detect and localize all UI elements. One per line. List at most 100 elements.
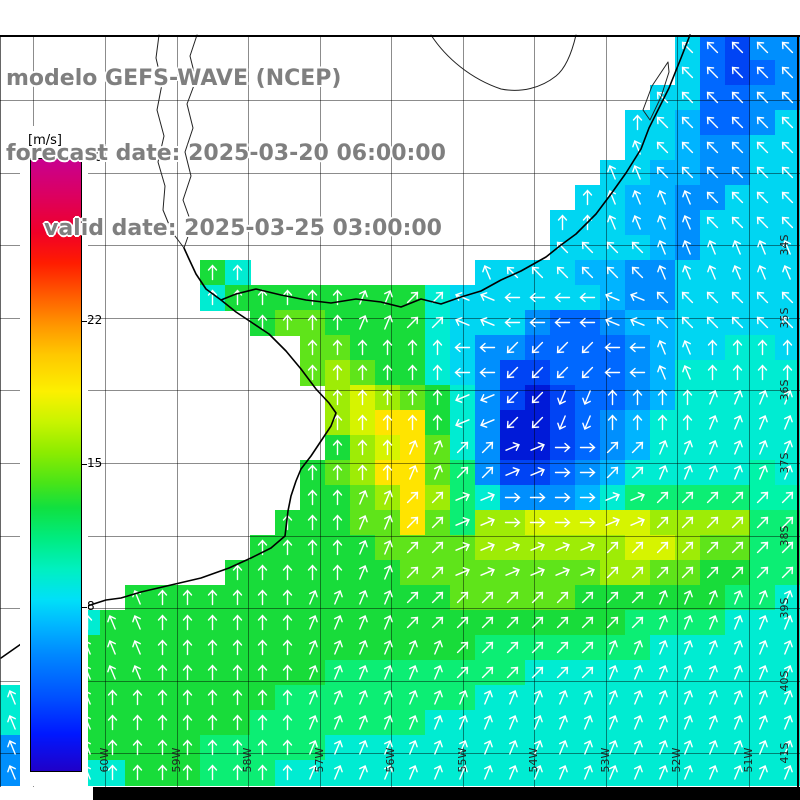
gridline-horizontal xyxy=(0,100,800,101)
wind-speed-cell xyxy=(550,635,576,661)
wind-speed-cell xyxy=(725,485,751,511)
wind-speed-cell xyxy=(525,610,551,636)
lat-label: 41S xyxy=(778,742,791,764)
lagoon-outline xyxy=(642,61,670,121)
wind-speed-cell xyxy=(575,635,601,661)
wind-speed-cell xyxy=(525,360,551,386)
wind-speed-cell xyxy=(650,560,676,586)
wind-speed-cell xyxy=(750,560,776,586)
wind-speed-cell xyxy=(400,485,426,511)
wind-speed-cell xyxy=(425,510,451,536)
wind-speed-cell xyxy=(725,510,751,536)
wind-speed-cell xyxy=(475,635,501,661)
wind-speed-cell xyxy=(550,610,576,636)
plot-frame-top xyxy=(0,35,800,37)
wind-speed-cell xyxy=(550,660,576,686)
gridline-vertical xyxy=(391,35,392,787)
colorbar-tick-label: 8 xyxy=(87,599,95,613)
wind-speed-cell xyxy=(525,385,551,411)
wind-speed-cell xyxy=(575,585,601,611)
coastline-atlantic-north xyxy=(183,34,691,308)
lon-label: 54W xyxy=(527,747,540,773)
wind-speed-cell xyxy=(700,535,726,561)
wind-speed-cell xyxy=(400,310,426,336)
model-title: modelo GEFS-WAVE (NCEP) xyxy=(6,66,342,91)
gridline-vertical xyxy=(105,35,106,787)
wind-speed-cell xyxy=(600,610,626,636)
colorbar-tick-mark xyxy=(81,158,87,159)
wind-speed-cell xyxy=(675,560,701,586)
wind-speed-cell xyxy=(550,585,576,611)
wind-speed-cell xyxy=(500,410,526,436)
colorbar-tick-mark xyxy=(81,321,87,322)
wind-speed-cell xyxy=(600,560,626,586)
wind-speed-cell xyxy=(475,460,501,486)
wind-speed-cell xyxy=(575,335,601,361)
wind-speed-cell xyxy=(475,660,501,686)
colorbar-unit-label: [m/s] xyxy=(28,133,62,148)
lat-label: 39S xyxy=(778,597,791,619)
wind-speed-cell xyxy=(625,535,651,561)
wind-speed-cell xyxy=(400,585,426,611)
gridline-vertical xyxy=(534,35,535,787)
wind-speed-cell xyxy=(425,560,451,586)
lon-label: 51W xyxy=(742,747,755,773)
wind-speed-cell xyxy=(475,610,501,636)
colorbar-tick-mark xyxy=(81,464,87,465)
wind-speed-cell xyxy=(600,535,626,561)
wind-speed-cell xyxy=(575,360,601,386)
valid-date-line: valid date: 2025-03-25 03:00:00 xyxy=(44,216,442,241)
colorbar-tick-mark xyxy=(81,607,87,608)
gridline-horizontal xyxy=(0,318,800,319)
lat-label: 38S xyxy=(778,525,791,547)
wind-speed-cell xyxy=(425,310,451,336)
wind-speed-cell xyxy=(525,335,551,361)
wind-speed-cell xyxy=(625,435,651,461)
wind-speed-cell xyxy=(625,460,651,486)
gridline-vertical xyxy=(749,35,750,787)
wind-speed-cell xyxy=(525,635,551,661)
wind-speed-cell xyxy=(400,610,426,636)
wind-speed-cell xyxy=(675,485,701,511)
wind-speed-cell xyxy=(675,535,701,561)
inland-border xyxy=(430,34,577,91)
colorbar-tick-label: 30 xyxy=(87,150,103,164)
wind-speed-cell xyxy=(525,585,551,611)
wind-speed-cell xyxy=(525,660,551,686)
lon-label: 52W xyxy=(670,747,683,773)
wind-speed-cell xyxy=(475,585,501,611)
wind-speed-cell xyxy=(650,485,676,511)
wind-speed-cell xyxy=(425,585,451,611)
forecast-date-line: forecast date: 2025-03-20 06:00:00 xyxy=(6,141,446,166)
gridline-horizontal xyxy=(0,173,800,174)
wind-speed-cell xyxy=(450,660,476,686)
lon-label: 60W xyxy=(98,747,111,773)
plot-frame-bottom xyxy=(93,787,800,800)
title-block: modelo GEFS-WAVE (NCEP) forecast date: 2… xyxy=(6,16,446,291)
wind-speed-cell xyxy=(575,660,601,686)
wind-speed-cell xyxy=(750,485,776,511)
wind-speed-cell xyxy=(625,610,651,636)
wind-speed-cell xyxy=(600,585,626,611)
wind-speed-cell xyxy=(750,510,776,536)
wind-speed-cell xyxy=(625,560,651,586)
wind-speed-cell xyxy=(600,435,626,461)
wind-speed-cell xyxy=(575,610,601,636)
wind-speed-cell xyxy=(550,335,576,361)
wind-speed-cell xyxy=(750,535,776,561)
wind-speed-cell xyxy=(400,510,426,536)
wind-speed-cell xyxy=(500,385,526,411)
gridline-vertical xyxy=(677,35,678,787)
wind-speed-cell xyxy=(475,435,501,461)
wind-speed-cell xyxy=(725,535,751,561)
wind-speed-cell xyxy=(700,510,726,536)
plot-frame-left xyxy=(0,35,1,787)
gridline-horizontal xyxy=(0,463,800,464)
colorbar xyxy=(30,158,82,772)
lon-label: 53W xyxy=(599,747,612,773)
lat-label: 36S xyxy=(778,379,791,401)
wind-speed-cell xyxy=(550,360,576,386)
wind-speed-cell xyxy=(675,510,701,536)
